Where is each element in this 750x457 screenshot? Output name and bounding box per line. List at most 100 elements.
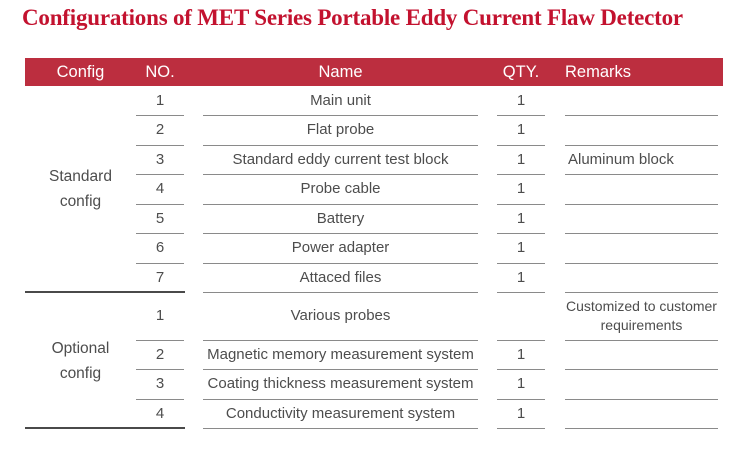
config-label: Standard config — [49, 168, 112, 211]
header-no: NO. — [145, 62, 175, 81]
cell-no: 3 — [136, 145, 184, 175]
cell-name: Main unit — [203, 86, 478, 116]
cell-gap — [545, 370, 565, 400]
cell-gap — [478, 86, 497, 116]
cell-remarks — [565, 399, 718, 429]
cell-gap — [545, 293, 565, 341]
table-section: Optional config 1 Various probes Customized… — [25, 293, 723, 429]
table-row: 4 Conductivity measurement system 1 — [25, 399, 723, 429]
table-row: 3 Standard eddy current test block 1 Alumin… — [25, 145, 723, 175]
cell-gap — [184, 263, 203, 293]
table-row: 4 Probe cable 1 — [25, 175, 723, 205]
cell-remarks — [565, 86, 718, 116]
cell-gap — [478, 234, 497, 264]
cell-remarks — [565, 233, 718, 264]
table-row: 6 Power adapter 1 — [25, 234, 723, 264]
cell-gap — [545, 86, 565, 116]
cell-no: 2 — [136, 340, 184, 370]
header-gap — [478, 58, 497, 86]
cell-gap — [184, 234, 203, 264]
table-row: 5 Battery 1 — [25, 204, 723, 234]
cell-remarks: Aluminum block — [565, 145, 718, 175]
cell-name: Battery — [203, 204, 478, 234]
cell-qty: 1 — [497, 86, 545, 116]
cell-no: 7 — [136, 263, 184, 293]
cell-gap — [184, 204, 203, 234]
cell-name: Flat probe — [203, 115, 478, 146]
page-title: Configurations of MET Series Portable Ed… — [22, 5, 683, 30]
cell-qty: 1 — [497, 340, 545, 370]
cell-gap — [545, 116, 565, 146]
cell-gap — [478, 175, 497, 205]
cell-gap — [184, 116, 203, 146]
cell-gap — [184, 399, 203, 429]
cell-qty: 1 — [497, 233, 545, 264]
cell-no: 4 — [136, 399, 184, 429]
cell-gap — [478, 293, 497, 341]
cell-gap — [184, 293, 203, 341]
cell-gap — [478, 340, 497, 370]
cell-name: Attaced files — [203, 263, 478, 293]
header-remarks: Remarks — [565, 62, 632, 81]
header-gap — [545, 58, 565, 86]
cell-gap — [184, 175, 203, 205]
cell-gap — [478, 263, 497, 293]
cell-gap — [478, 370, 497, 400]
cell-gap — [545, 263, 565, 293]
cell-gap — [545, 399, 565, 429]
cell-name: Coating thickness measurement system — [203, 369, 478, 400]
cell-no: 2 — [136, 115, 184, 146]
config-label: Optional config — [51, 339, 110, 382]
cell-gap — [478, 116, 497, 146]
cell-gap — [184, 370, 203, 400]
table-body: Standard config 1 Main unit 1 2 Flat probe 1 3 S… — [25, 86, 723, 429]
cell-no: 4 — [136, 174, 184, 205]
cell-remarks — [565, 115, 718, 146]
cell-gap — [545, 145, 565, 175]
cell-remarks — [565, 369, 718, 400]
configuration-table: Config NO. Name QTY. Remarks Standard co… — [25, 58, 723, 429]
table-section: Standard config 1 Main unit 1 2 Flat probe 1 3 S… — [25, 86, 723, 293]
cell-no: 3 — [136, 369, 184, 400]
cell-qty: 1 — [497, 145, 545, 175]
cell-no: 5 — [136, 204, 184, 234]
cell-remarks: Customized to customer requirements — [565, 292, 718, 341]
cell-name: Various probes — [203, 292, 478, 341]
cell-gap — [184, 145, 203, 175]
table-header-row: Config NO. Name QTY. Remarks — [25, 58, 723, 86]
cell-name: Power adapter — [203, 233, 478, 264]
cell-gap — [478, 399, 497, 429]
table-row: 2 Magnetic memory measurement system 1 — [25, 340, 723, 370]
cell-qty: 1 — [497, 399, 545, 429]
header-name: Name — [318, 62, 363, 81]
table-row: 7 Attaced files 1 — [25, 263, 723, 293]
cell-no: 6 — [136, 233, 184, 264]
cell-gap — [478, 145, 497, 175]
cell-qty — [497, 292, 545, 341]
cell-gap — [545, 340, 565, 370]
cell-name: Conductivity measurement system — [203, 399, 478, 429]
cell-no: 1 — [136, 292, 184, 341]
table-row: 2 Flat probe 1 — [25, 116, 723, 146]
cell-gap — [184, 340, 203, 370]
cell-name: Standard eddy current test block — [203, 145, 478, 175]
cell-remarks — [565, 340, 718, 370]
cell-name: Magnetic memory measurement system — [203, 340, 478, 370]
cell-qty: 1 — [497, 204, 545, 234]
header-config: Config — [56, 62, 105, 81]
table-row: 1 Various probes Customized to customer re… — [25, 293, 723, 341]
cell-qty: 1 — [497, 174, 545, 205]
cell-gap — [545, 234, 565, 264]
cell-qty: 1 — [497, 369, 545, 400]
cell-remarks — [565, 174, 718, 205]
cell-no: 1 — [136, 86, 184, 116]
cell-gap — [545, 175, 565, 205]
cell-qty: 1 — [497, 115, 545, 146]
cell-gap — [478, 204, 497, 234]
header-qty: QTY. — [502, 62, 540, 81]
cell-gap — [184, 86, 203, 116]
cell-remarks — [565, 204, 718, 234]
cell-gap — [545, 204, 565, 234]
cell-name: Probe cable — [203, 174, 478, 205]
table-row: 1 Main unit 1 — [25, 86, 723, 116]
